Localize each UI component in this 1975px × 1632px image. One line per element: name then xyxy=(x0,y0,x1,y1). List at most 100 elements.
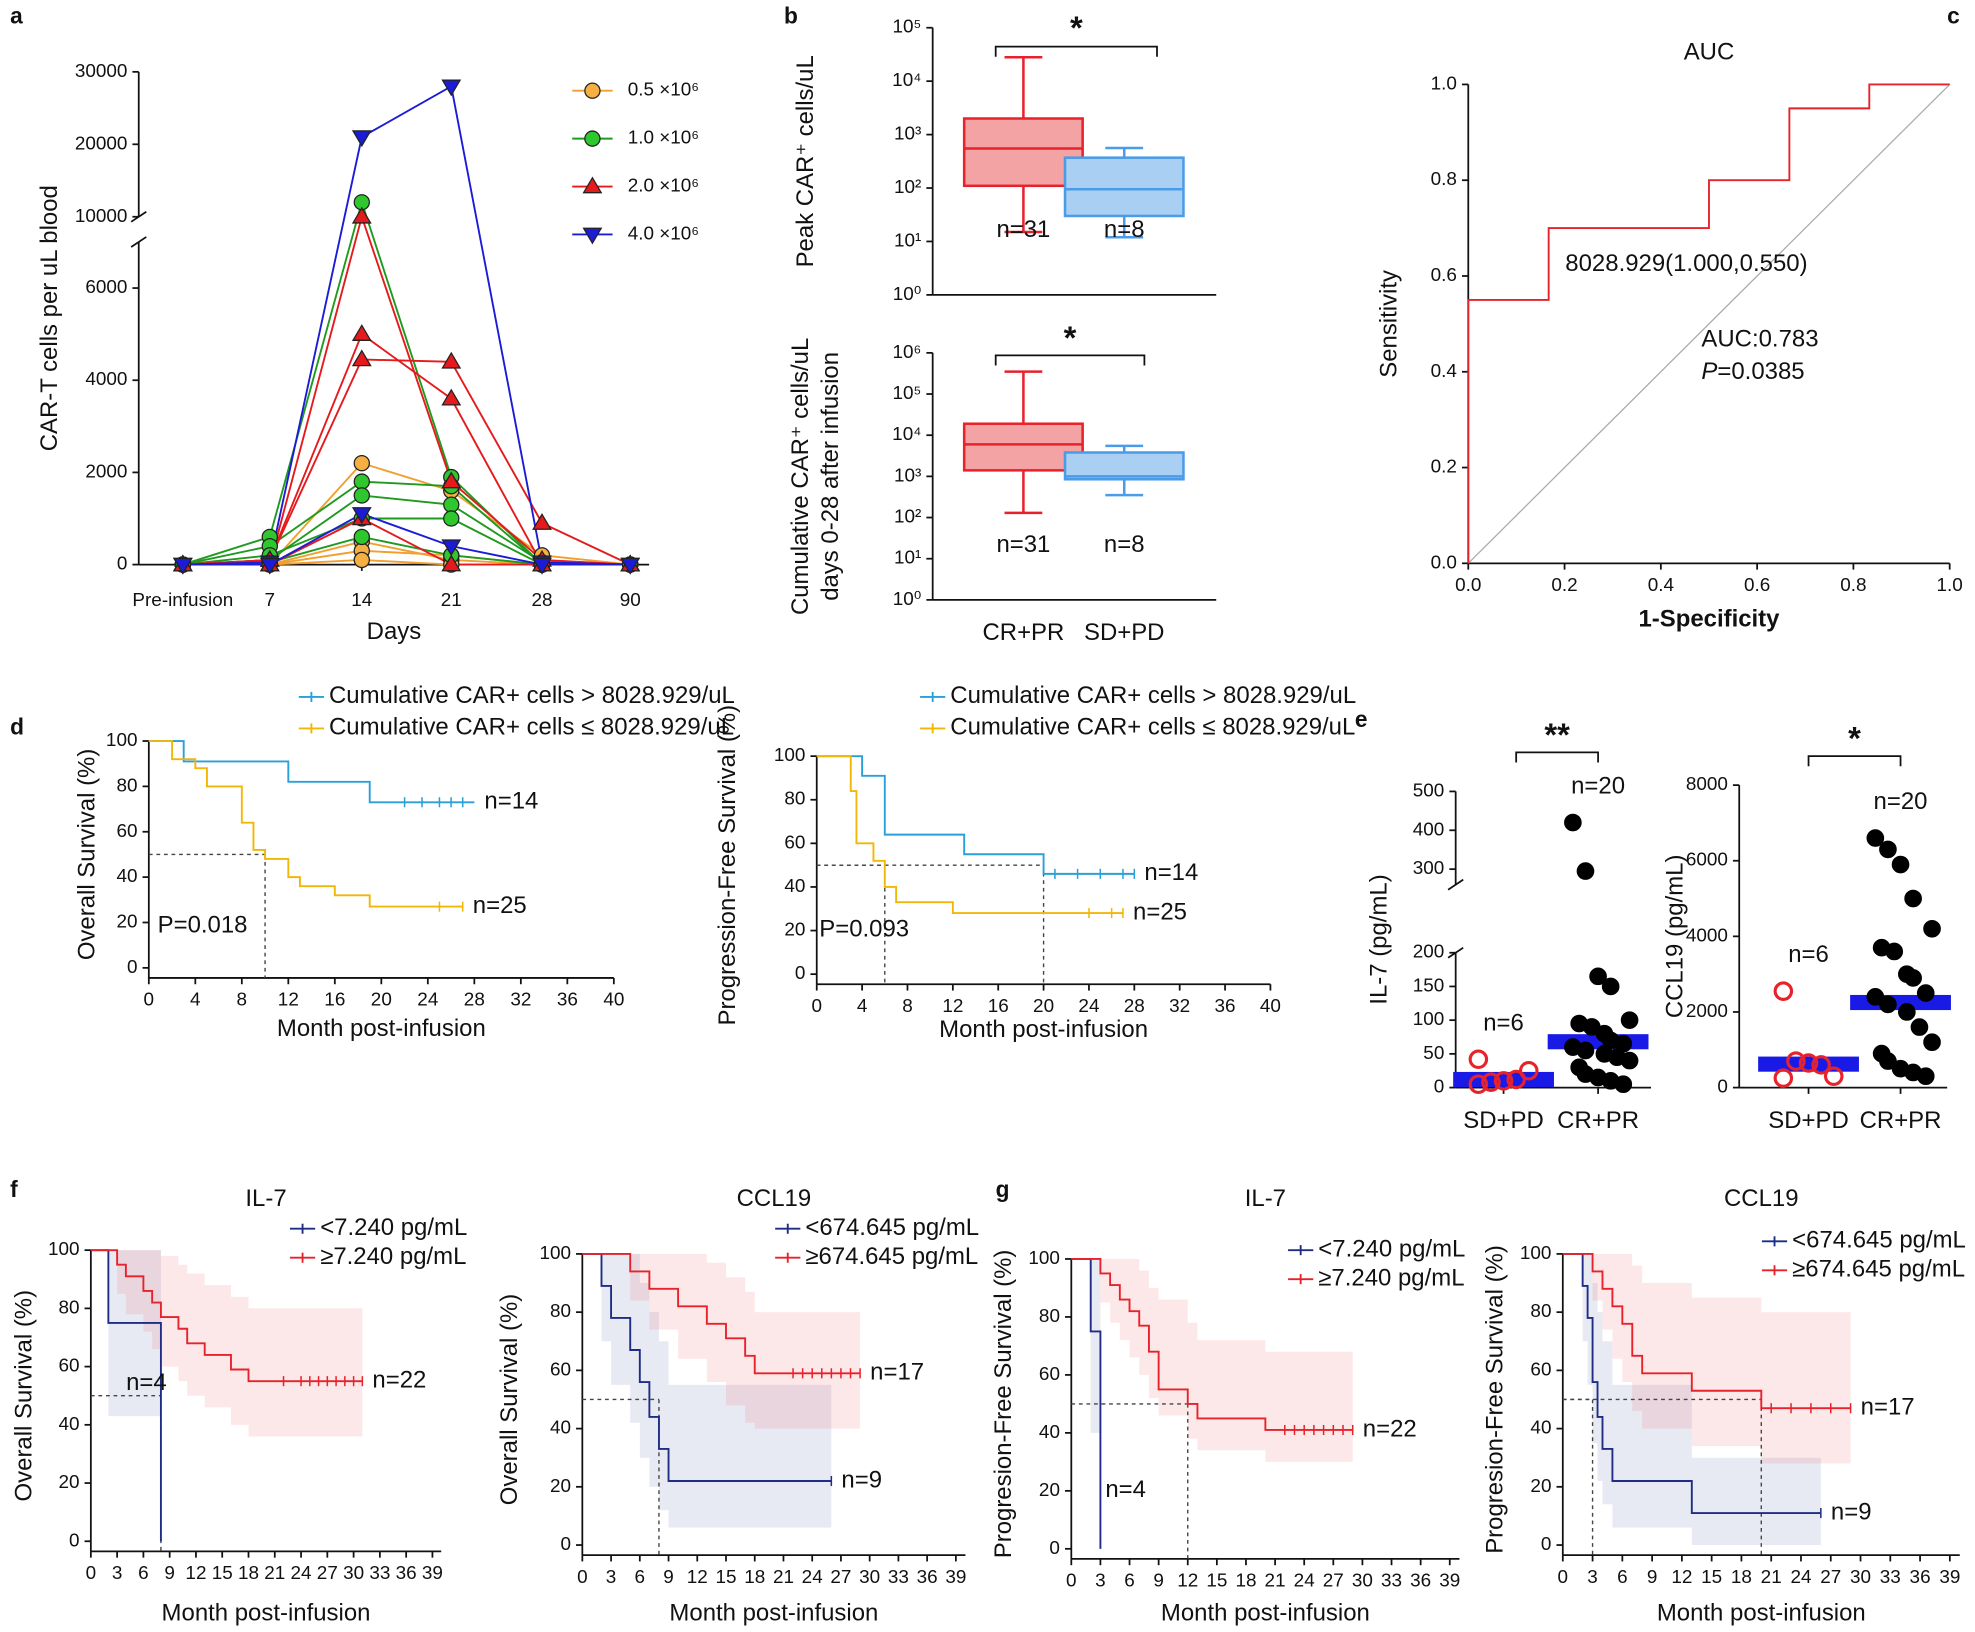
marker xyxy=(441,79,462,97)
sample-size: n=17 xyxy=(1861,1394,1915,1421)
data-point xyxy=(1786,1051,1806,1071)
y-tick-label: 0 xyxy=(560,1534,571,1555)
x-tick-label: 36 xyxy=(1910,1567,1931,1588)
y-tick-label: 40 xyxy=(550,1418,571,1439)
y-tick-label: 10⁰ xyxy=(893,284,922,305)
p-value: P=0.0385 xyxy=(1701,358,1804,385)
legend-label: ≥7.240 pg/mL xyxy=(1318,1264,1464,1291)
x-tick-label: 18 xyxy=(238,1563,259,1584)
marker xyxy=(353,487,370,504)
x-tick-label: 12 xyxy=(942,996,963,1017)
y-tick-label: 40 xyxy=(1039,1422,1060,1443)
x-tick-label: 39 xyxy=(1939,1567,1960,1588)
sample-size: n=20 xyxy=(1874,788,1928,815)
x-axis-label: Days xyxy=(367,618,422,645)
x-tick-label: 24 xyxy=(291,1563,312,1584)
x-axis-label: Month post-infusion xyxy=(277,1015,486,1042)
y-tick-label: 60 xyxy=(550,1359,571,1380)
x-tick-label: 24 xyxy=(1078,996,1099,1017)
sample-size: n=8 xyxy=(1104,531,1145,558)
y-tick-label: 100 xyxy=(539,1243,571,1264)
significance: * xyxy=(1064,319,1077,356)
data-point xyxy=(1564,813,1582,832)
x-axis-label: Month post-infusion xyxy=(1657,1600,1866,1627)
sample-size: n=14 xyxy=(1144,859,1198,886)
mean-bar xyxy=(1758,1056,1859,1072)
marker xyxy=(584,82,601,99)
x-tick-label: 33 xyxy=(1880,1567,1901,1588)
y-tick-label: 40 xyxy=(116,866,137,887)
roc-curve xyxy=(1467,83,1950,564)
y-tick-label: 200 xyxy=(1413,942,1445,963)
marker xyxy=(353,528,370,546)
x-tick-label: 24 xyxy=(1294,1571,1315,1592)
x-tick-label: 4 xyxy=(857,996,868,1017)
x-tick-label: 12 xyxy=(687,1567,708,1588)
y-tick-label: 80 xyxy=(116,775,137,796)
legend-label: <674.645 pg/mL xyxy=(805,1214,979,1241)
x-axis-label: Month post-infusion xyxy=(669,1600,878,1627)
marker xyxy=(351,130,372,148)
y-axis-label: Overall Survival (%) xyxy=(74,749,101,961)
y-tick-label: 2000 xyxy=(1686,1001,1728,1022)
x-tick-label: 28 xyxy=(464,990,485,1011)
y-axis-label: Overall Survival (%) xyxy=(11,1290,38,1502)
data-point xyxy=(1879,995,1897,1014)
x-tick-label: 21 xyxy=(1761,1567,1782,1588)
significance-bracket xyxy=(994,354,1146,366)
data-point xyxy=(1576,1041,1595,1060)
x-tick-label: 6 xyxy=(1617,1567,1628,1588)
data-point xyxy=(1923,919,1941,938)
x-tick-label: SD+PD xyxy=(1084,619,1164,646)
box xyxy=(962,422,1084,472)
chart-title: AUC xyxy=(1684,38,1735,65)
marker xyxy=(351,349,372,367)
x-tick-label: Pre-infusion xyxy=(132,590,233,611)
y-tick-label: 10¹ xyxy=(894,230,921,251)
data-point xyxy=(1468,1074,1489,1094)
sample-size: n=17 xyxy=(870,1359,924,1386)
y-tick-label: 10² xyxy=(894,177,921,198)
x-tick-label: 7 xyxy=(265,590,276,611)
marker xyxy=(441,554,462,572)
marker xyxy=(443,496,460,513)
sample-size: n=31 xyxy=(996,216,1050,243)
y-tick-label: 80 xyxy=(1039,1306,1060,1327)
data-point xyxy=(1576,862,1595,880)
confidence-band xyxy=(582,1253,832,1528)
x-tick-label: 30 xyxy=(859,1567,880,1588)
x-tick-label: 0 xyxy=(86,1563,97,1584)
y-axis-label: Peak CAR⁺ cells/uL xyxy=(792,55,819,267)
y-tick-label: 0 xyxy=(69,1530,80,1551)
x-tick-label: 33 xyxy=(369,1563,390,1584)
y-tick-label: 60 xyxy=(58,1356,79,1377)
x-tick-label: 9 xyxy=(663,1567,674,1588)
series-line xyxy=(182,462,631,566)
data-point xyxy=(1916,1067,1935,1086)
p-symbol: P xyxy=(1701,358,1717,385)
legend-label: Cumulative CAR+ cells ≤ 8028.929/uL xyxy=(329,714,734,741)
data-point xyxy=(1481,1072,1501,1092)
data-point xyxy=(1773,1068,1794,1088)
y-axis-label: CAR-T cells per uL blood xyxy=(36,185,63,451)
x-tick-label: 36 xyxy=(917,1567,938,1588)
y-axis-label: Cumulative CAR⁺ cells/uL xyxy=(787,338,814,615)
y-tick-label: 0 xyxy=(1434,1077,1445,1098)
data-point xyxy=(1798,1053,1819,1073)
x-tick-label: 3 xyxy=(1095,1571,1106,1592)
marker xyxy=(351,324,372,341)
y-tick-label: 40 xyxy=(58,1414,79,1435)
x-tick-label: 16 xyxy=(324,990,345,1011)
y-tick-label: 10³ xyxy=(894,124,921,145)
y-tick-label: 300 xyxy=(1413,858,1445,879)
y-tick-label: 50 xyxy=(1423,1043,1444,1064)
y-tick-label: 100 xyxy=(1413,1009,1445,1030)
x-tick-label: CR+PR xyxy=(1557,1107,1639,1134)
y-tick-label: 30000 xyxy=(75,61,128,82)
y-tick-label: 0.4 xyxy=(1431,361,1457,382)
y-axis-label: Sensitivity xyxy=(1375,270,1402,378)
panel-label: f xyxy=(10,1176,18,1202)
x-tick-label: 18 xyxy=(1235,1571,1256,1592)
x-tick-label: 9 xyxy=(1647,1567,1658,1588)
